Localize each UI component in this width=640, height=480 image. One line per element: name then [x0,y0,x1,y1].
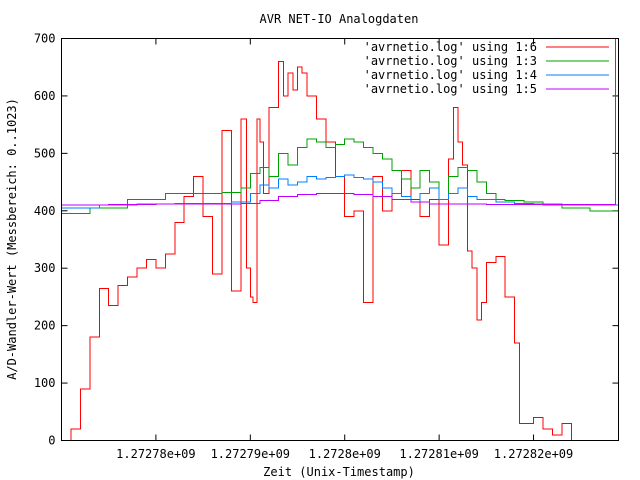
y-tick-label: 100 [34,376,56,390]
legend: 'avrnetio.log' using 1:6'avrnetio.log' u… [364,40,609,96]
legend-label: 'avrnetio.log' using 1:4 [364,68,537,82]
series-line-1 [61,61,619,441]
y-tick-label: 400 [34,204,56,218]
x-axis-label: Zeit (Unix-Timestamp) [263,465,415,479]
series-line-2 [61,138,619,215]
y-tick-label: 600 [34,89,56,103]
plot-area [61,38,619,441]
series-line-3 [61,174,619,209]
chart-title: AVR NET-IO Analogdaten [260,12,419,26]
x-tick-label: 1.27279e+09 [211,447,290,461]
y-tick-label: 200 [34,319,56,333]
plot-frame [61,38,619,441]
legend-label: 'avrnetio.log' using 1:3 [364,54,537,68]
y-tick-label: 500 [34,146,56,160]
y-axis-label: A/D-Wandler-Wert (Messbereich: 0..1023) [5,98,19,380]
x-tick-label: 1.2728e+09 [309,447,381,461]
y-tick-label: 300 [34,261,56,275]
y-tick-label: 0 [48,434,55,448]
legend-label: 'avrnetio.log' using 1:5 [364,82,537,96]
y-axis: 0 100 200 300 400 500 600 700 [34,32,619,448]
x-tick-label: 1.27282e+09 [494,447,573,461]
x-tick-label: 1.27278e+09 [116,447,195,461]
x-axis: 1.27278e+09 1.27279e+09 1.2728e+09 1.27281e… [116,38,573,461]
y-tick-label: 700 [34,32,56,46]
series-line-4 [61,38,617,206]
legend-label: 'avrnetio.log' using 1:6 [364,40,537,54]
x-tick-label: 1.27281e+09 [399,447,478,461]
